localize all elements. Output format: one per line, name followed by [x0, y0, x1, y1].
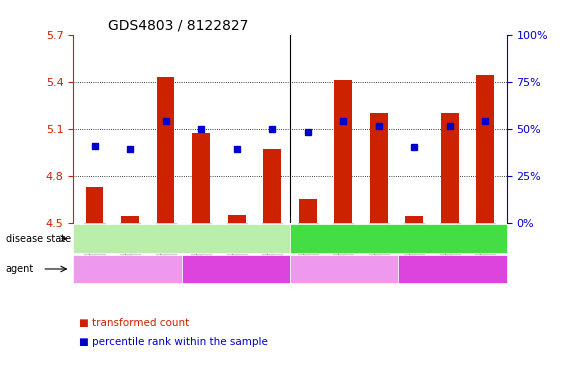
Text: control: control — [162, 233, 201, 244]
Text: ■ transformed count: ■ transformed count — [79, 318, 189, 328]
Bar — [299, 199, 316, 223]
Bar — [405, 217, 423, 223]
Bar — [86, 187, 104, 223]
Bar — [228, 215, 245, 223]
Text: IL-17A: IL-17A — [435, 264, 470, 274]
Text: ■ percentile rank within the sample: ■ percentile rank within the sample — [79, 337, 267, 347]
Text: agent: agent — [6, 264, 34, 274]
Bar — [476, 75, 494, 223]
Text: disease state: disease state — [6, 233, 71, 244]
Bar — [157, 77, 175, 223]
Bar — [334, 80, 352, 223]
Bar — [263, 149, 281, 223]
Text: GDS4803 / 8122827: GDS4803 / 8122827 — [108, 18, 248, 32]
Bar — [121, 217, 139, 223]
Text: IL-17A: IL-17A — [218, 264, 253, 274]
Bar — [192, 133, 210, 223]
Text: untreated: untreated — [316, 264, 372, 274]
Bar — [441, 113, 459, 223]
Text: mild asthma: mild asthma — [364, 233, 433, 244]
Bar — [370, 113, 388, 223]
Text: untreated: untreated — [100, 264, 155, 274]
